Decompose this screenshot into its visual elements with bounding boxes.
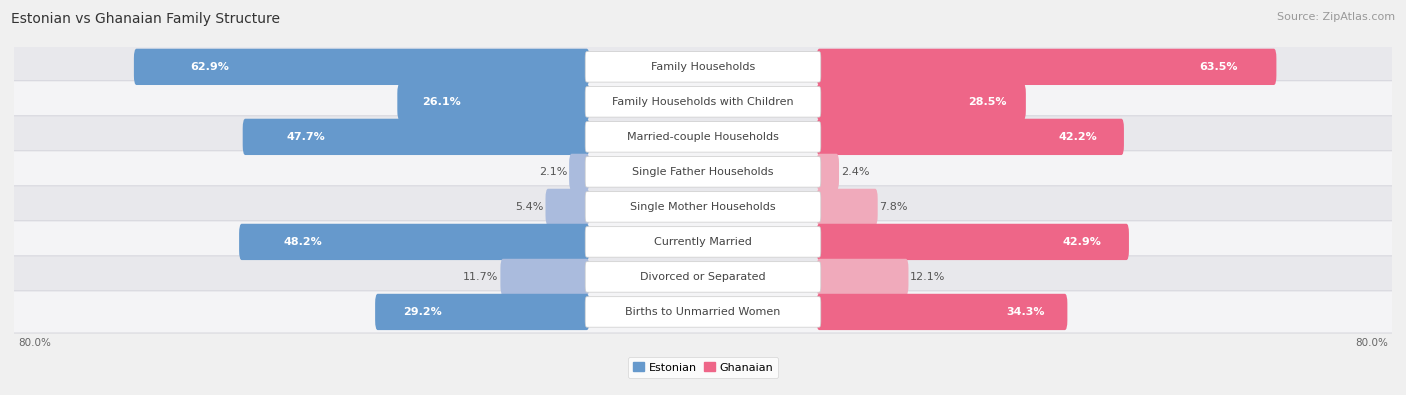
Text: 42.9%: 42.9% bbox=[1063, 237, 1102, 247]
FancyBboxPatch shape bbox=[239, 224, 589, 260]
FancyBboxPatch shape bbox=[817, 189, 877, 225]
Text: 29.2%: 29.2% bbox=[402, 307, 441, 317]
FancyBboxPatch shape bbox=[585, 52, 821, 82]
Text: Divorced or Separated: Divorced or Separated bbox=[640, 272, 766, 282]
Text: Single Father Households: Single Father Households bbox=[633, 167, 773, 177]
Text: 62.9%: 62.9% bbox=[190, 62, 229, 72]
Text: Currently Married: Currently Married bbox=[654, 237, 752, 247]
FancyBboxPatch shape bbox=[243, 119, 589, 155]
FancyBboxPatch shape bbox=[13, 81, 1393, 123]
Text: Family Households with Children: Family Households with Children bbox=[612, 97, 794, 107]
FancyBboxPatch shape bbox=[13, 46, 1393, 88]
Text: Family Households: Family Households bbox=[651, 62, 755, 72]
FancyBboxPatch shape bbox=[585, 87, 821, 117]
FancyBboxPatch shape bbox=[375, 294, 589, 330]
Legend: Estonian, Ghanaian: Estonian, Ghanaian bbox=[627, 357, 779, 378]
FancyBboxPatch shape bbox=[817, 49, 1277, 85]
FancyBboxPatch shape bbox=[13, 221, 1393, 263]
FancyBboxPatch shape bbox=[585, 297, 821, 327]
FancyBboxPatch shape bbox=[817, 294, 1067, 330]
Text: Married-couple Households: Married-couple Households bbox=[627, 132, 779, 142]
FancyBboxPatch shape bbox=[817, 259, 908, 295]
Text: 2.4%: 2.4% bbox=[841, 167, 869, 177]
FancyBboxPatch shape bbox=[13, 151, 1393, 193]
Text: 5.4%: 5.4% bbox=[516, 202, 544, 212]
Text: 42.2%: 42.2% bbox=[1059, 132, 1097, 142]
FancyBboxPatch shape bbox=[817, 119, 1123, 155]
FancyBboxPatch shape bbox=[585, 227, 821, 257]
Text: 47.7%: 47.7% bbox=[287, 132, 325, 142]
FancyBboxPatch shape bbox=[501, 259, 589, 295]
Text: 26.1%: 26.1% bbox=[422, 97, 461, 107]
Text: 7.8%: 7.8% bbox=[879, 202, 908, 212]
Text: 12.1%: 12.1% bbox=[910, 272, 946, 282]
FancyBboxPatch shape bbox=[585, 157, 821, 187]
FancyBboxPatch shape bbox=[817, 84, 1026, 120]
Text: Source: ZipAtlas.com: Source: ZipAtlas.com bbox=[1277, 12, 1395, 22]
FancyBboxPatch shape bbox=[13, 116, 1393, 158]
FancyBboxPatch shape bbox=[585, 122, 821, 152]
Text: 80.0%: 80.0% bbox=[1355, 338, 1388, 348]
FancyBboxPatch shape bbox=[546, 189, 589, 225]
Text: 80.0%: 80.0% bbox=[18, 338, 51, 348]
FancyBboxPatch shape bbox=[134, 49, 589, 85]
FancyBboxPatch shape bbox=[398, 84, 589, 120]
Text: 2.1%: 2.1% bbox=[538, 167, 568, 177]
Text: Single Mother Households: Single Mother Households bbox=[630, 202, 776, 212]
Text: Births to Unmarried Women: Births to Unmarried Women bbox=[626, 307, 780, 317]
FancyBboxPatch shape bbox=[13, 186, 1393, 228]
FancyBboxPatch shape bbox=[817, 154, 839, 190]
Text: 34.3%: 34.3% bbox=[1007, 307, 1045, 317]
FancyBboxPatch shape bbox=[585, 192, 821, 222]
FancyBboxPatch shape bbox=[585, 262, 821, 292]
Text: 28.5%: 28.5% bbox=[969, 97, 1007, 107]
FancyBboxPatch shape bbox=[13, 291, 1393, 333]
Text: 48.2%: 48.2% bbox=[283, 237, 322, 247]
FancyBboxPatch shape bbox=[569, 154, 589, 190]
Text: 63.5%: 63.5% bbox=[1199, 62, 1237, 72]
Text: 11.7%: 11.7% bbox=[464, 272, 499, 282]
FancyBboxPatch shape bbox=[13, 256, 1393, 298]
FancyBboxPatch shape bbox=[817, 224, 1129, 260]
Text: Estonian vs Ghanaian Family Structure: Estonian vs Ghanaian Family Structure bbox=[11, 12, 280, 26]
